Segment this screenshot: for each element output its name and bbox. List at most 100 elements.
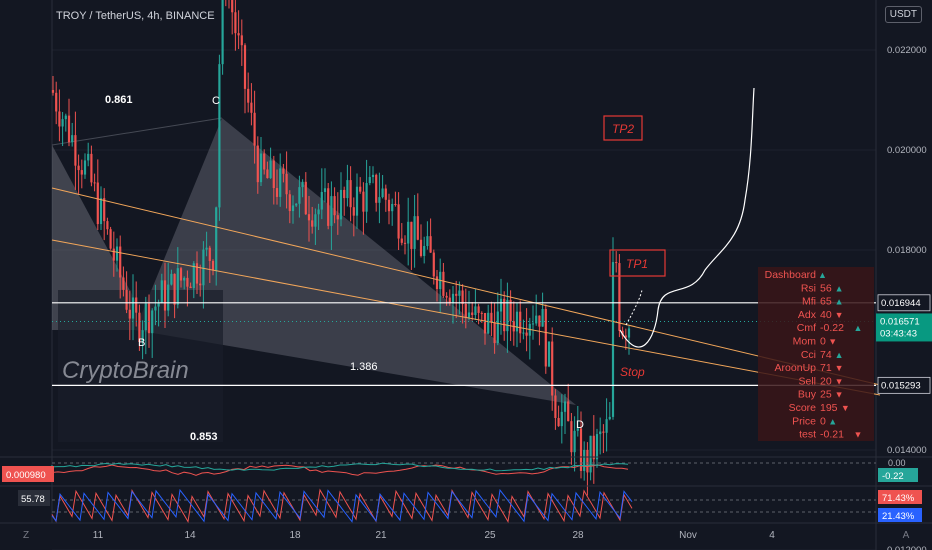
candle-body	[167, 284, 170, 311]
tp1-label: TP1	[626, 257, 648, 271]
candle-body	[202, 249, 205, 286]
dashboard-arrow: ▲	[835, 350, 844, 360]
candle-body	[317, 209, 320, 215]
candle-body	[343, 189, 346, 199]
dashboard-metric-label: Price	[792, 415, 816, 427]
candle-body	[570, 421, 573, 453]
candle-body	[551, 341, 554, 396]
indicator2-upper-tag	[878, 490, 922, 504]
candle-body	[618, 263, 621, 331]
candle-body	[557, 418, 560, 427]
dashboard-metric-label: Rsi	[801, 282, 816, 294]
candle-body	[525, 332, 528, 336]
dashboard-metric-label: Buy	[798, 389, 817, 401]
candle-body	[330, 196, 333, 226]
candle-body	[83, 160, 87, 175]
candle-body	[128, 309, 131, 319]
indicator2-upper-value: 71.43%	[882, 493, 915, 504]
indicator2-lower-value: 21.43%	[882, 511, 915, 522]
candle-body	[339, 189, 343, 220]
candle-body	[71, 135, 74, 143]
candle-body	[355, 186, 359, 216]
candle-body	[237, 33, 240, 36]
candle-body	[499, 298, 503, 312]
candle-body	[272, 160, 275, 189]
y-tick-label: 0.012000	[887, 545, 927, 550]
watermark-text: CryptoBrain	[62, 357, 189, 384]
candles	[51, 0, 631, 496]
candle-body	[77, 165, 80, 171]
candle-body	[359, 186, 362, 192]
dashboard-arrow: ▲	[818, 270, 827, 280]
candle-body	[195, 263, 199, 284]
level-tag	[877, 376, 931, 394]
currency-button[interactable]: USDT	[884, 6, 922, 23]
candle-body	[371, 174, 375, 178]
candle-body	[176, 268, 179, 305]
candle-body	[221, 0, 224, 65]
harmonic-triangle-bcd	[135, 118, 576, 405]
x-tick-label: Nov	[679, 530, 697, 541]
candle-body	[115, 246, 119, 261]
candle-body	[583, 449, 586, 471]
candle-body	[589, 435, 592, 473]
indicator1-axis-label: 0.00	[888, 458, 906, 468]
indicator2-lower-tag	[878, 508, 922, 522]
dashboard-metric-value: 0	[820, 336, 826, 348]
candle-body	[496, 311, 499, 344]
candle-body	[291, 205, 295, 212]
point-label-b: B	[138, 337, 145, 349]
candle-body	[103, 198, 106, 222]
tp2-label: TP2	[612, 122, 634, 136]
candle-body	[314, 214, 317, 227]
dashboard-metric-label: Dashboard	[765, 269, 817, 281]
dashboard-metric-label: Score	[789, 402, 817, 414]
candle-body	[144, 303, 147, 331]
candle-body	[218, 64, 221, 208]
candle-body	[131, 297, 135, 319]
candle-body	[375, 174, 378, 203]
candle-body	[285, 173, 288, 195]
candle-body	[253, 112, 256, 146]
dashboard-arrow: ▲	[835, 283, 844, 293]
candle-body	[378, 197, 381, 203]
candle-body	[458, 290, 461, 296]
dashboard-arrow: ▼	[841, 403, 850, 413]
candle-body	[480, 312, 483, 314]
dashboard-metric-label: Sell	[798, 375, 816, 387]
candle-body	[419, 239, 423, 256]
candle-body	[87, 153, 90, 161]
chart-title: TROY / TetherUS, 4h, BINANCE	[56, 10, 215, 22]
candle-body	[205, 247, 208, 250]
dashboard-metric-label: Mfi	[802, 296, 816, 308]
candle-body	[423, 246, 426, 256]
indicator2-line-b	[51, 488, 633, 523]
dashboard-metric-label: Cci	[801, 349, 816, 361]
candle-body	[215, 207, 218, 271]
candle-body	[403, 242, 407, 244]
candle-body	[490, 312, 493, 323]
dashboard-metric-value: 0	[820, 415, 826, 427]
y-tick-label: 0.020000	[887, 145, 927, 156]
candle-body	[531, 323, 535, 325]
indicator2-left-tag	[18, 490, 50, 506]
indicator1-right-tag	[878, 468, 918, 482]
candle-body	[90, 153, 93, 183]
candle-body	[61, 119, 64, 127]
candle-body	[96, 182, 99, 225]
settings-icon-letter: Z	[23, 530, 29, 541]
dashboard-metric-label: Adx	[798, 309, 817, 321]
candle-body	[275, 188, 279, 197]
candle-body	[231, 0, 234, 13]
y-tick-label: 0.022000	[887, 45, 927, 56]
auto-scale-letter: A	[903, 530, 910, 541]
candle-body	[80, 170, 83, 175]
candle-body	[461, 290, 464, 304]
level-tag	[877, 294, 931, 312]
indicator1-right-value: -0.22	[882, 471, 904, 482]
candle-body	[381, 188, 384, 198]
candle-body	[493, 322, 496, 344]
candle-body	[192, 263, 195, 289]
candle-body	[301, 181, 304, 188]
